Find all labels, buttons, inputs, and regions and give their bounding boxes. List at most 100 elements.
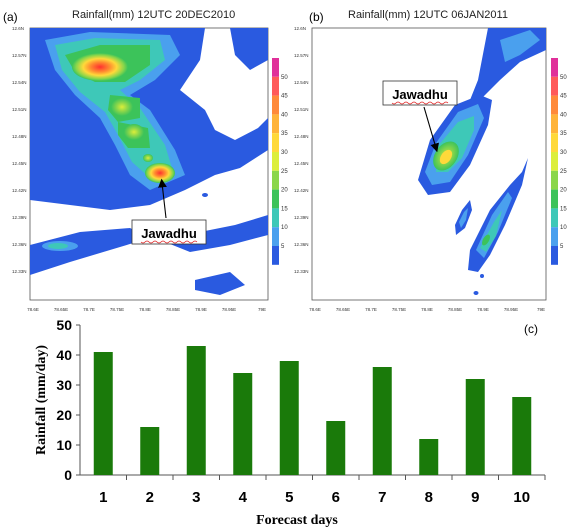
panel-a-xticks: 78.6E 78.65E 78.7E 78.75E 78.8E 78.85E 7… [27, 307, 266, 312]
chart-x-axis-label: Forecast days [256, 513, 338, 528]
colorbar-label: 45 [281, 94, 288, 100]
colorbar-label: 20 [560, 188, 567, 194]
colorbar-segment [272, 246, 279, 265]
colorbar-label: 40 [281, 112, 288, 118]
colorbar-label: 30 [560, 150, 567, 156]
colorbar-label: 25 [560, 169, 567, 175]
panel-b-xtick: 78.8E [421, 307, 433, 312]
colorbar-segment [272, 58, 279, 77]
panel-a-xtick: 78.85E [166, 307, 180, 312]
panel-b-xtick: 78.9E [477, 307, 489, 312]
chart-bar [140, 427, 160, 475]
panel-a-ytick: 12.57N [12, 53, 27, 58]
chart-x-tick-label: 2 [146, 489, 154, 506]
chart-x-tick-label: 10 [513, 489, 530, 506]
panel-b-xtick: 78.75E [392, 307, 406, 312]
panel-b-ytick: 12.33N [294, 269, 309, 274]
panel-b-ytick: 12.45N [294, 161, 309, 166]
panel-a-callout-box [131, 219, 207, 245]
colorbar-label: 20 [281, 188, 288, 194]
colorbar-segment [551, 227, 558, 246]
panel-b-xtick: 78.85E [448, 307, 462, 312]
colorbar-segment [272, 170, 279, 190]
panel-a-title: Rainfall(mm) 12UTC 20DEC2010 [72, 9, 235, 21]
colorbar-label: 40 [560, 112, 567, 118]
panel-b-callout-box [382, 80, 458, 106]
panel-a-xtick: 78.75E [110, 307, 124, 312]
chart-y-tick-label: 40 [56, 347, 72, 363]
panel-a-xtick: 78.8E [139, 307, 151, 312]
panel-b-title: Rainfall(mm) 12UTC 06JAN2011 [348, 9, 508, 21]
colorbar-segment [551, 246, 558, 265]
panel-b-xticks: 78.6E 78.65E 78.7E 78.75E 78.8E 78.85E 7… [309, 307, 545, 312]
chart-y-axis-label: Rainfall (mm/day) [34, 345, 49, 455]
bar-chart: (c) 0 10 20 30 40 50 1 2 3 4 5 6 7 8 9 10 Rainfall (mm… [34, 317, 546, 528]
chart-x-tick-label: 6 [332, 489, 340, 506]
panel-a-ytick: 12.54N [12, 80, 27, 85]
panel-a-ytick: 12.39N [12, 215, 27, 220]
colorbar-segment [551, 208, 558, 228]
chart-bar [93, 352, 113, 475]
colorbar-segment [272, 189, 279, 209]
chart-bar [186, 346, 206, 475]
panel-a-xtick: 78.65E [54, 307, 68, 312]
panel-b-xtick: 78.6E [309, 307, 321, 312]
colorbar-segment [551, 58, 558, 77]
chart-bar [419, 439, 439, 475]
colorbar-label: 35 [560, 131, 567, 137]
colorbar-label: 15 [560, 206, 567, 212]
chart-y-tick-label: 10 [56, 437, 72, 453]
colorbar-label: 5 [281, 244, 285, 250]
panel-a-ytick: 12.36N [12, 242, 27, 247]
panel-a-letter: (a) [3, 10, 18, 24]
colorbar-label: 10 [560, 225, 567, 231]
panel-a-callout: Jawadhu [141, 226, 197, 241]
panel-b-ytick: 12.48N [294, 134, 309, 139]
panel-b-contours [418, 28, 546, 295]
colorbar-segment [551, 152, 558, 171]
chart-y-tick-label: 30 [56, 377, 72, 393]
colorbar-label: 30 [281, 150, 288, 156]
chart-y-tick-label: 50 [56, 317, 72, 333]
bar-marks [93, 346, 532, 475]
panel-b-yticks: 12.6N 12.57N 12.54N 12.51N 12.48N 12.45N… [294, 26, 309, 274]
colorbar-label: 35 [281, 131, 288, 137]
panel-a-ytick: 12.48N [12, 134, 27, 139]
colorbar-segment [272, 114, 279, 134]
panel-a-xtick: 78.95E [222, 307, 236, 312]
colorbar-segment [272, 227, 279, 246]
panel-a-ytick: 12.42N [12, 188, 27, 193]
colorbar-segment [551, 170, 558, 190]
colorbar-segment [272, 76, 279, 96]
panel-b-callout: Jawadhu [392, 87, 448, 102]
colorbar-segment [272, 95, 279, 115]
chart-x-tick-label: 3 [192, 489, 200, 506]
colorbar-segment [551, 133, 558, 152]
chart-y-tick-label: 0 [64, 467, 72, 483]
panel-b-letter: (b) [309, 10, 324, 24]
panel-a-xtick: 78.9E [195, 307, 207, 312]
panel-a-ytick: 12.6N [12, 26, 24, 31]
panel-a-callout-arrow [158, 178, 167, 219]
colorbar-segment [272, 208, 279, 228]
panel-b-callout-underline [391, 101, 449, 105]
colorbar-segment [551, 114, 558, 134]
chart-bar [512, 397, 532, 475]
chart-x-tick-label: 5 [285, 489, 293, 506]
chart-panel-label: (c) [524, 322, 538, 336]
panel-a-ytick: 12.51N [12, 107, 27, 112]
chart-x-tick-label: 7 [378, 489, 386, 506]
panel-b-xtick: 78.65E [336, 307, 350, 312]
chart-x-tick-label: 1 [99, 489, 107, 506]
panel-b-xtick: 79E [537, 307, 545, 312]
panel-a-xtick: 78.7E [83, 307, 95, 312]
panel-a-ytick: 12.45N [12, 161, 27, 166]
panel-a-ytick: 12.33N [12, 269, 27, 274]
colorbar-label: 25 [281, 169, 288, 175]
chart-bar [465, 379, 485, 475]
colorbar-segment [272, 133, 279, 152]
colorbar-label: 5 [560, 244, 564, 250]
chart-bar [233, 373, 253, 475]
